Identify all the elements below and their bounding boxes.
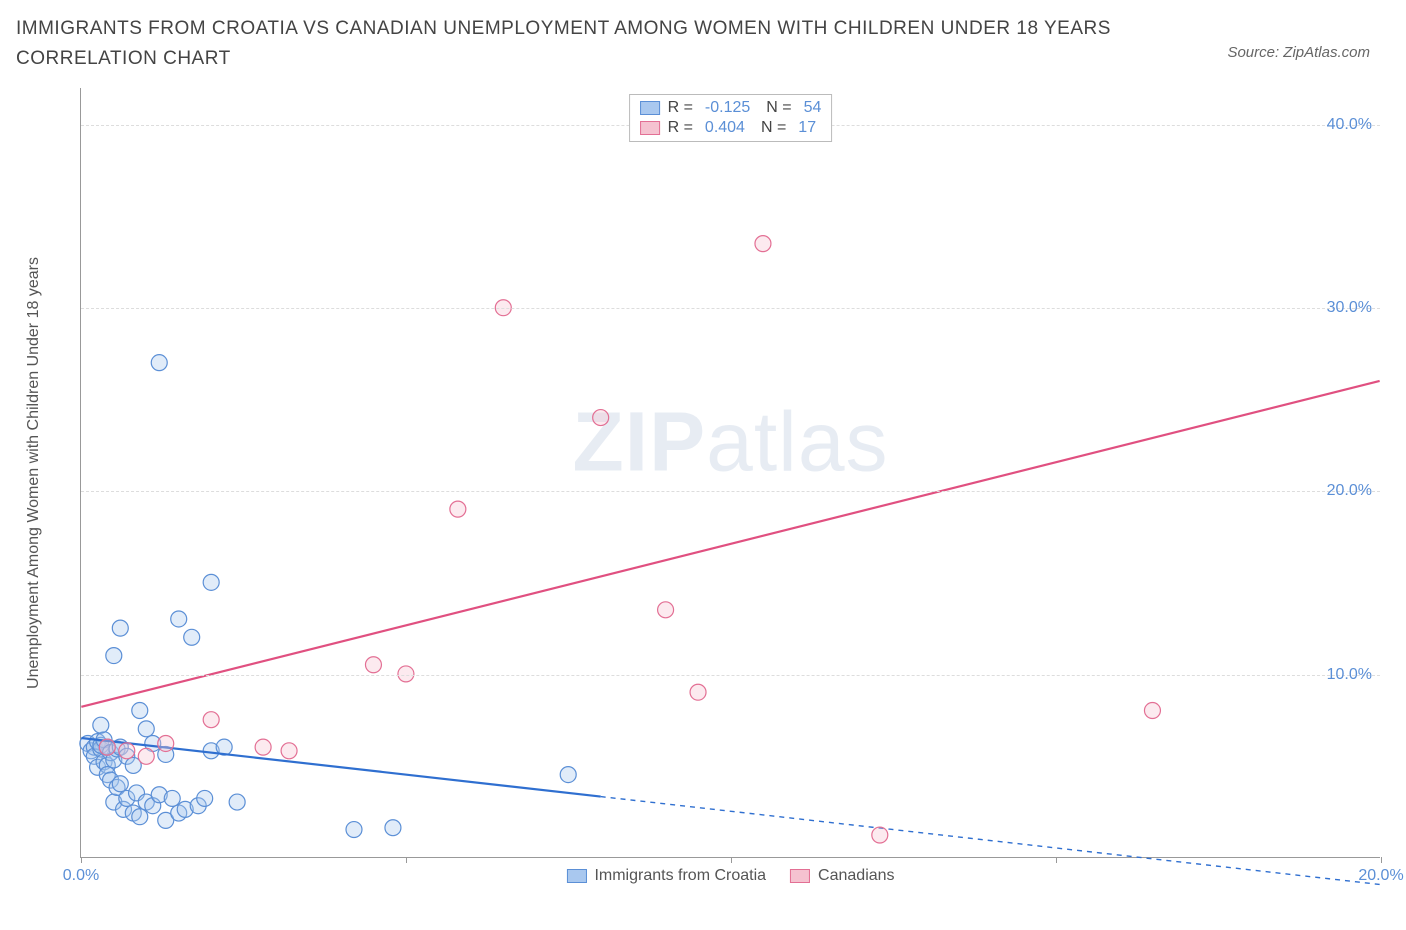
source-attribution: Source: ZipAtlas.com [1227,44,1370,61]
legend-n-value-2: 17 [798,119,816,137]
legend-bottom: Immigrants from Croatia Canadians [566,867,894,885]
data-point [112,776,128,792]
x-tick [1381,857,1382,863]
data-point [1144,703,1160,719]
gridline-h [81,675,1380,676]
legend-r-label: R = [668,99,693,117]
x-tick [731,857,732,863]
data-point [365,657,381,673]
x-tick [81,857,82,863]
x-tick-label: 20.0% [1358,867,1403,885]
data-point [203,712,219,728]
y-axis-label: Unemployment Among Women with Children U… [25,257,43,689]
y-tick-label: 30.0% [1327,299,1372,317]
legend-r-value-1: -0.125 [705,99,750,117]
data-point [99,739,115,755]
legend-n-label: N = [761,119,786,137]
x-tick [1056,857,1057,863]
data-point [593,410,609,426]
data-point [164,790,180,806]
data-point [690,684,706,700]
data-point [138,748,154,764]
data-point [151,355,167,371]
gridline-h [81,308,1380,309]
data-point [119,743,135,759]
chart-container: Unemployment Among Women with Children U… [50,88,1390,898]
legend-row-series1: R = -0.125 N = 54 [640,99,822,117]
data-point [255,739,271,755]
data-point [560,767,576,783]
gridline-h [81,491,1380,492]
legend-bottom-item-1: Immigrants from Croatia [566,867,766,885]
legend-row-series2: R = 0.404 N = 17 [640,119,822,137]
data-point [93,717,109,733]
legend-bottom-swatch-2 [790,869,810,883]
data-point [385,820,401,836]
legend-bottom-label-2: Canadians [818,867,895,885]
x-tick [406,857,407,863]
legend-n-value-1: 54 [804,99,822,117]
data-point [755,236,771,252]
data-point [203,574,219,590]
legend-r-label: R = [668,119,693,137]
data-point [872,827,888,843]
y-tick-label: 10.0% [1327,666,1372,684]
data-point [184,629,200,645]
x-tick-label: 0.0% [63,867,99,885]
data-point [658,602,674,618]
legend-bottom-item-2: Canadians [790,867,895,885]
regression-line [81,381,1379,707]
data-point [171,611,187,627]
legend-swatch-2 [640,121,660,135]
legend-correlation-box: R = -0.125 N = 54 R = 0.404 N = 17 [629,94,833,142]
data-point [106,648,122,664]
legend-n-label: N = [766,99,791,117]
legend-r-value-2: 0.404 [705,119,745,137]
data-point [132,703,148,719]
data-point [229,794,245,810]
data-point [197,790,213,806]
data-point [112,620,128,636]
data-point [132,809,148,825]
y-tick-label: 20.0% [1327,482,1372,500]
legend-bottom-label-1: Immigrants from Croatia [594,867,766,885]
data-point [138,721,154,737]
chart-title: IMMIGRANTS FROM CROATIA VS CANADIAN UNEM… [0,0,1150,75]
y-tick-label: 40.0% [1327,116,1372,134]
data-point [346,822,362,838]
plot-svg [81,88,1380,857]
plot-area: ZIPatlas R = -0.125 N = 54 R = 0.404 N =… [80,88,1380,858]
data-point [158,735,174,751]
legend-bottom-swatch-1 [566,869,586,883]
legend-swatch-1 [640,101,660,115]
data-point [281,743,297,759]
data-point [450,501,466,517]
